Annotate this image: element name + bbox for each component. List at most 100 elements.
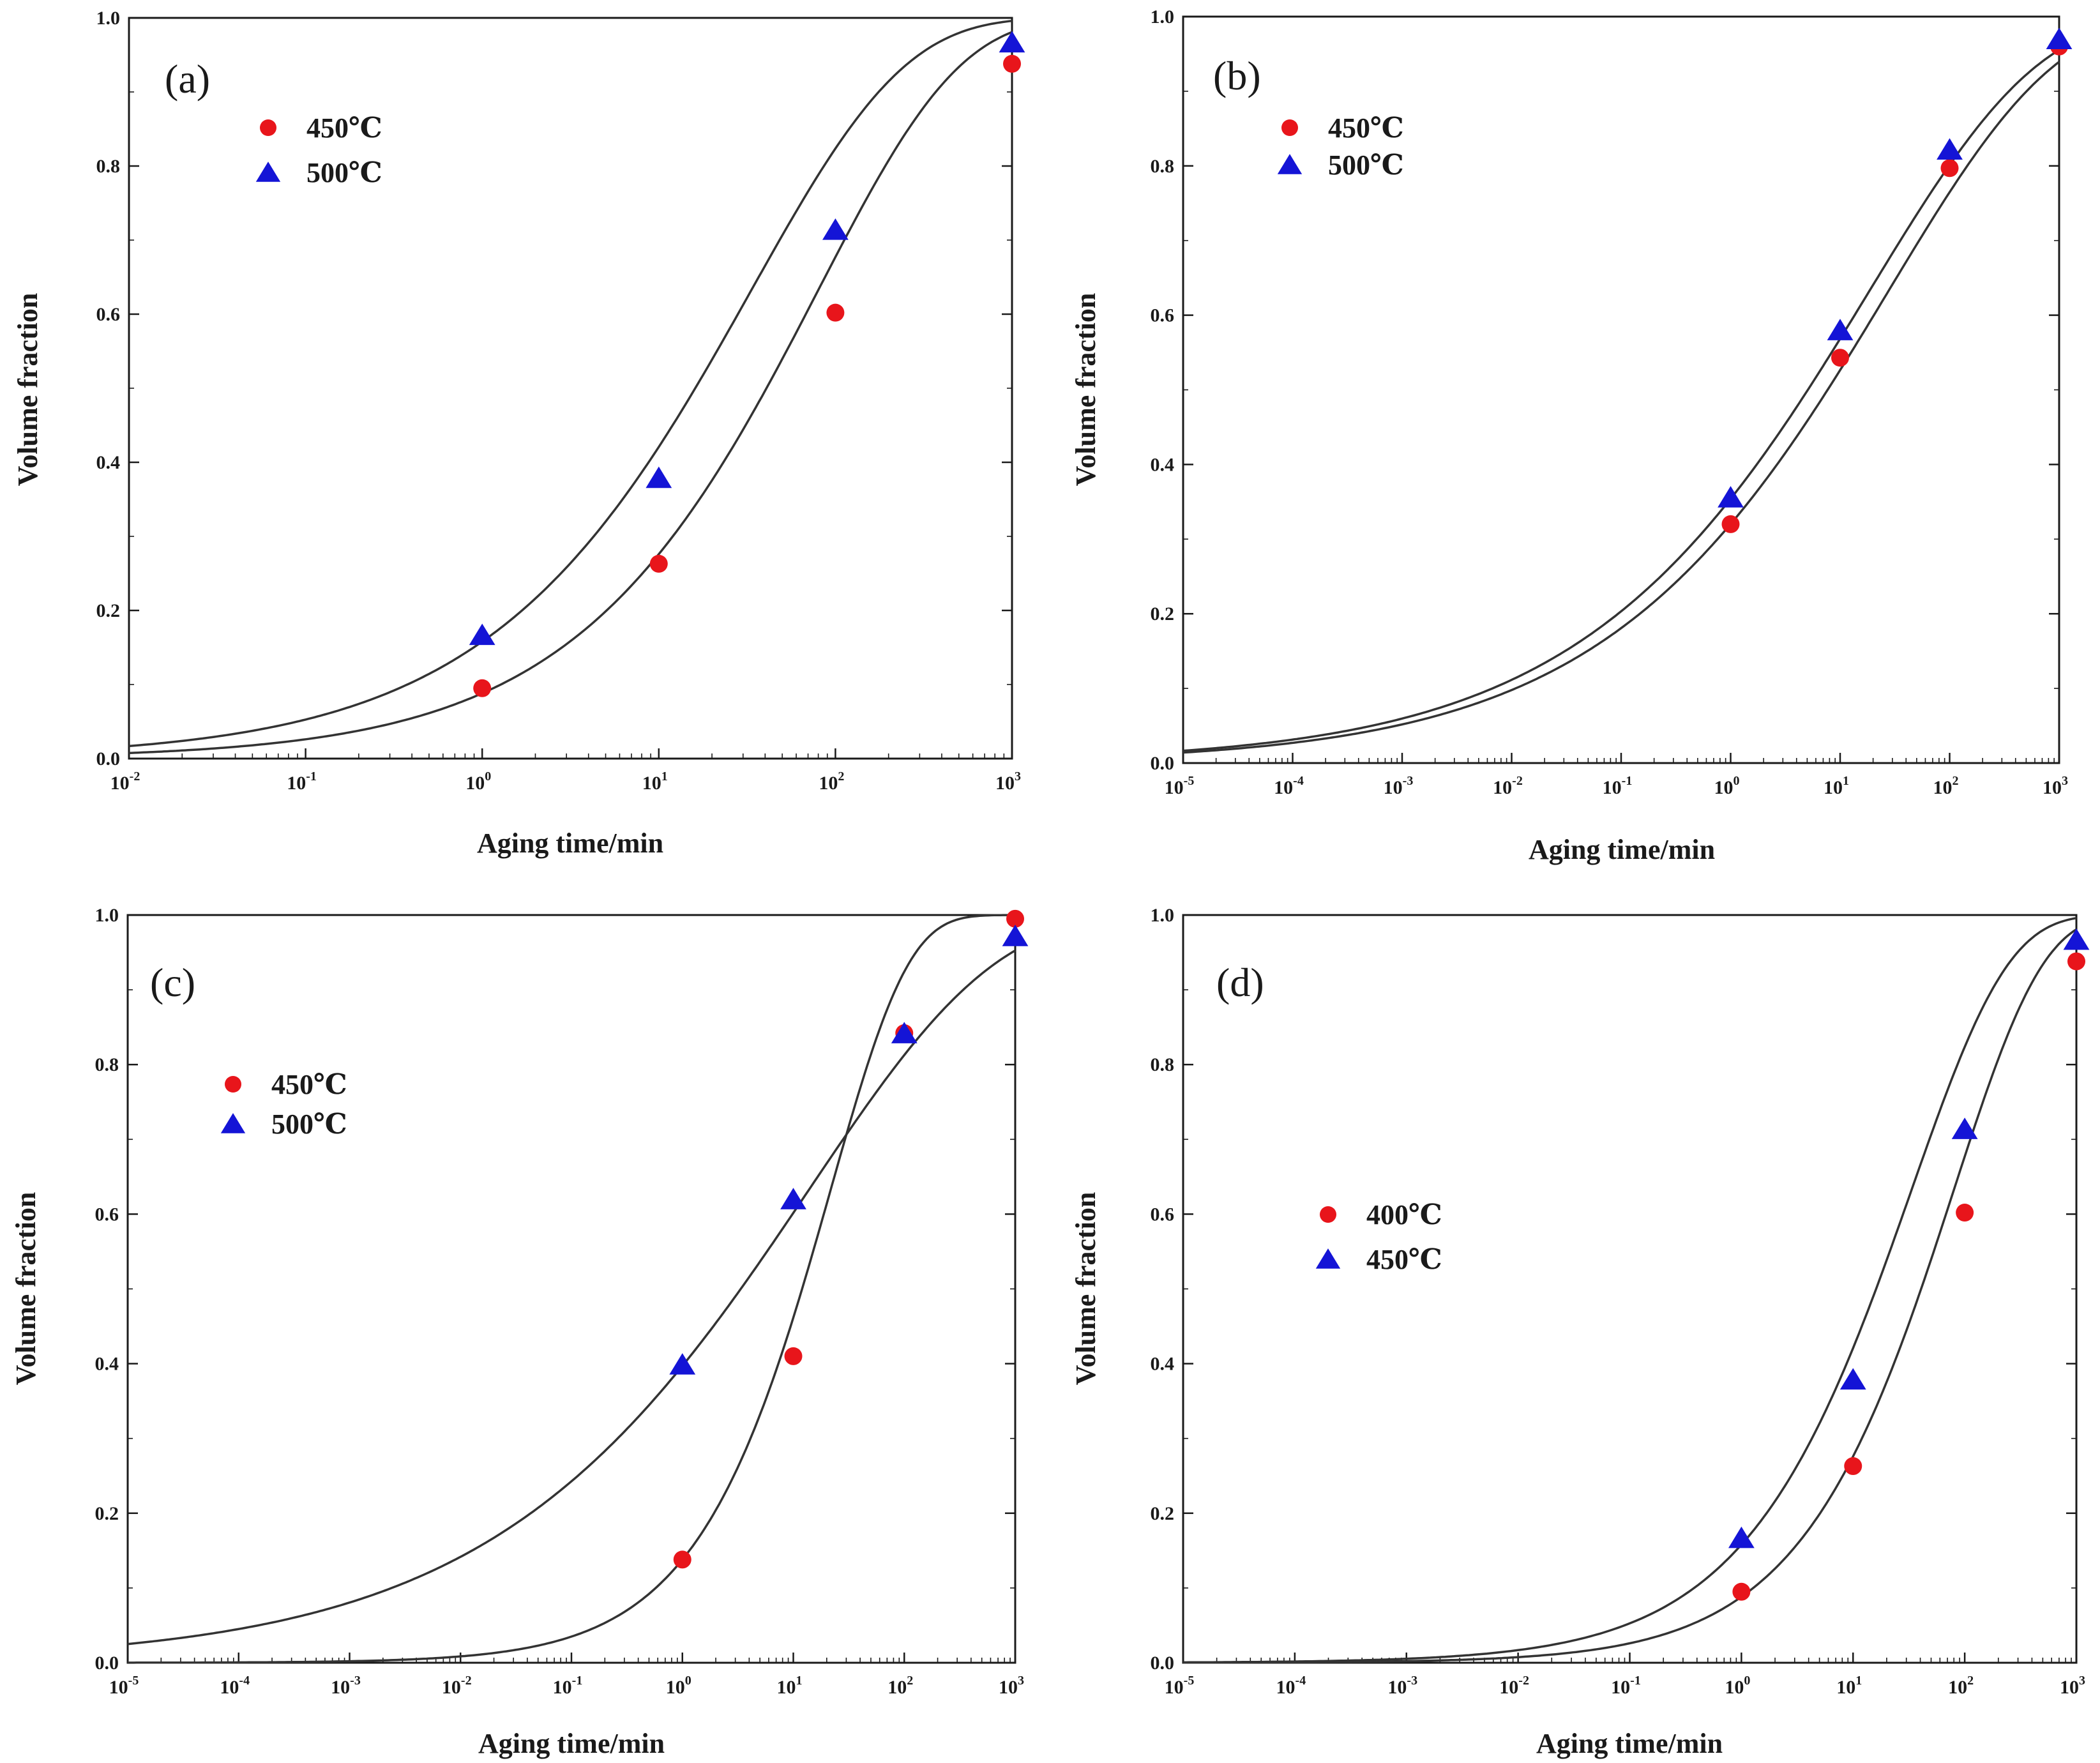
data-point-circle [473, 679, 492, 697]
data-point-circle [1006, 909, 1024, 928]
x-tick-label: 10-2 [442, 1674, 472, 1698]
x-tick-label: 101 [1836, 1674, 1862, 1698]
y-tick-label: 0.8 [95, 1054, 119, 1075]
legend-marker-circle [1281, 119, 1298, 136]
x-tick-label: 100 [666, 1674, 691, 1698]
fit-curve-triangle-series [128, 19, 1013, 748]
fit-curve-circle-series [128, 31, 1013, 755]
y-axis-title: Volume fraction [10, 1192, 42, 1386]
data-point-triangle [822, 218, 849, 240]
x-tick-label: 102 [1948, 1674, 1974, 1698]
y-tick-label: 0.8 [1151, 1054, 1175, 1075]
data-point-circle [1831, 349, 1849, 367]
plot-frame [126, 914, 1016, 1664]
data-point-triangle [669, 1353, 696, 1375]
x-axis-title: Aging time/min [1536, 1728, 1723, 1759]
x-tick-label: 100 [1714, 774, 1740, 798]
data-point-triangle [1827, 319, 1854, 340]
x-tick-label: 103 [999, 1674, 1024, 1698]
data-point-triangle [1002, 925, 1029, 946]
legend-marker-circle [260, 119, 276, 136]
x-tick-label: 103 [2043, 774, 2068, 798]
y-tick-label: 0.8 [96, 156, 121, 177]
legend-marker-triangle [255, 162, 281, 182]
data-point-circle [1956, 1204, 1974, 1222]
x-tick-label: 100 [465, 769, 491, 794]
y-tick-label: 0.6 [95, 1204, 119, 1225]
data-point-circle [826, 303, 845, 322]
y-tick-label: 0.2 [1151, 1503, 1175, 1524]
data-point-circle [673, 1550, 691, 1569]
x-tick-label: 101 [642, 769, 668, 794]
y-axis-title: Volume fraction [12, 293, 43, 487]
data-point-triangle [2046, 27, 2073, 49]
fit-curve-triangle-series [1182, 49, 2060, 752]
x-tick-label: 100 [1725, 1674, 1750, 1698]
x-tick-label: 10-2 [1499, 1674, 1529, 1698]
data-point-circle [1940, 159, 1959, 178]
x-tick-label: 103 [2060, 1674, 2085, 1698]
legend-label: 500℃ [306, 157, 382, 188]
data-point-circle [2067, 952, 2085, 971]
data-point-triangle [999, 31, 1025, 53]
y-tick-label: 0.8 [1151, 156, 1175, 177]
legend-label: 450℃ [1328, 112, 1404, 144]
fit-curve-circle-series [1182, 61, 2060, 754]
y-tick-label: 1.0 [1151, 6, 1175, 27]
y-axis-title: Volume fraction [1070, 1192, 1101, 1386]
plot-frame [1182, 15, 2060, 764]
legend-marker-triangle [1315, 1248, 1341, 1269]
data-point-triangle [646, 466, 672, 488]
panel-letter: (a) [165, 56, 210, 102]
x-tick-label: 102 [888, 1674, 913, 1698]
x-tick-label: 10-1 [553, 1674, 583, 1698]
x-tick-label: 10-3 [1387, 1674, 1417, 1698]
x-tick-label: 10-4 [220, 1674, 250, 1698]
data-point-circle [1732, 1582, 1751, 1601]
y-tick-label: 1.0 [95, 905, 119, 926]
fit-curve-circle-series [1183, 928, 2077, 1664]
data-point-circle [784, 1347, 803, 1365]
y-tick-label: 0.0 [95, 1653, 119, 1674]
legend-marker-circle [1320, 1206, 1336, 1223]
panel-letter: (c) [150, 960, 195, 1005]
x-tick-label: 10-1 [1603, 774, 1633, 798]
legend-label: 500℃ [271, 1108, 347, 1140]
data-point-circle [1003, 54, 1021, 73]
x-tick-label: 102 [819, 769, 844, 794]
legend-marker-circle [225, 1076, 241, 1093]
data-point-triangle [1951, 1117, 1978, 1139]
y-tick-label: 0.2 [95, 1503, 119, 1524]
y-tick-label: 0.2 [96, 600, 121, 621]
legend-label: 400℃ [1366, 1199, 1442, 1230]
x-tick-label: 10-4 [1276, 1674, 1306, 1698]
y-tick-label: 0.4 [1151, 454, 1175, 475]
chart-panel-d: 10-5 10-4 10-3 10-2 10-1 100 101 102 103 0.0 0.2 0.… [1070, 905, 2090, 1759]
fit-curve-circle-series [128, 914, 1015, 1664]
plot-frame [1182, 914, 2078, 1664]
data-point-triangle [891, 1022, 918, 1043]
chart-panel-c: 10-5 10-4 10-3 10-2 10-1 100 101 102 103 0.0 0.2 0.… [10, 905, 1029, 1759]
x-tick-label: 101 [777, 1674, 803, 1698]
y-tick-label: 0.0 [1151, 1653, 1175, 1674]
legend-label: 450℃ [271, 1069, 347, 1100]
x-tick-label: 10-4 [1274, 774, 1304, 798]
chart-panel-b: 10-5 10-4 10-3 10-2 10-1 100 101 102 103 0.0 0.2 0.… [1070, 6, 2073, 865]
y-tick-label: 0.6 [1151, 1204, 1175, 1225]
x-tick-label: 10-5 [1165, 1674, 1195, 1698]
x-tick-label: 10-3 [331, 1674, 361, 1698]
legend-label: 450℃ [306, 112, 382, 144]
x-tick-label: 10-1 [1611, 1674, 1641, 1698]
y-tick-label: 0.0 [96, 748, 121, 769]
data-point-triangle [2063, 928, 2090, 950]
y-tick-label: 0.4 [96, 452, 121, 473]
panel-letter: (b) [1213, 53, 1261, 98]
data-point-triangle [1728, 1526, 1755, 1548]
y-tick-label: 0.4 [1151, 1354, 1175, 1375]
data-point-triangle [1718, 486, 1744, 508]
x-tick-label: 10-3 [1384, 774, 1414, 798]
chart-panel-a: 10-2 10-1 100 101 102 103 0.0 0.2 0.4 0.6 0.8 1.0 Ag… [12, 8, 1025, 859]
x-tick-label: 10-2 [110, 769, 140, 794]
fit-curve-triangle-series [127, 950, 1016, 1646]
